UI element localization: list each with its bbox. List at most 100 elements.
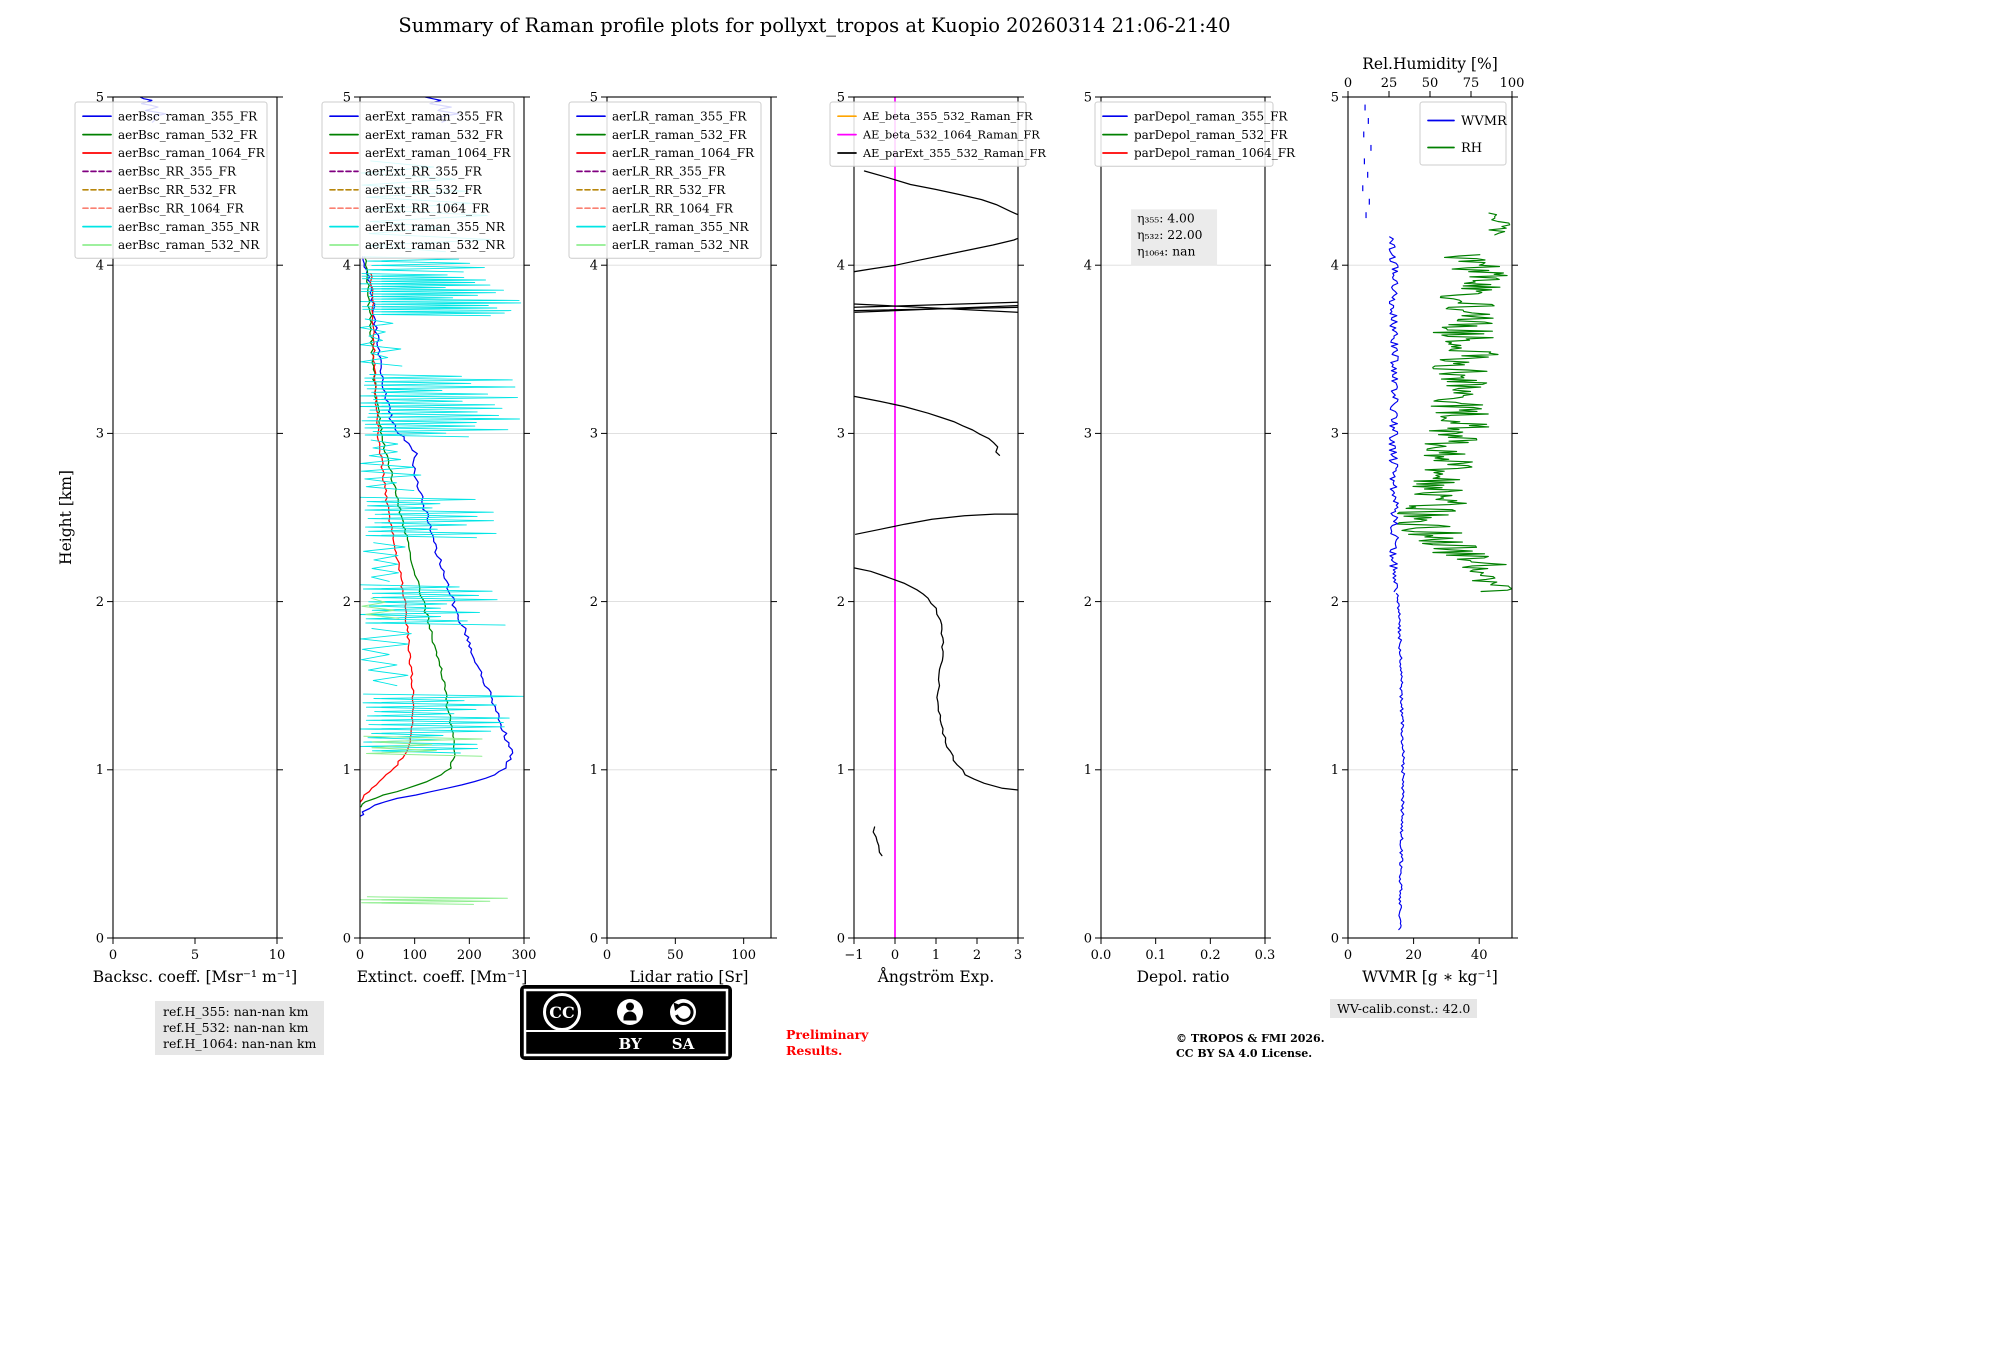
x-tick-label: 5 bbox=[191, 948, 199, 963]
y-tick-label: 3 bbox=[1331, 427, 1339, 442]
series-AE_parExt_355_532_Raman_FR bbox=[863, 170, 1018, 216]
legend-label: aerBsc_RR_1064_FR bbox=[118, 201, 245, 215]
legend-label: aerExt_raman_355_FR bbox=[365, 109, 504, 123]
y-tick-label: 0 bbox=[837, 931, 845, 946]
copyright-line-2: CC BY SA 4.0 License. bbox=[1176, 1046, 1313, 1060]
legend-label: parDepol_raman_532_FR bbox=[1134, 128, 1288, 142]
preliminary-results-note: Preliminary Results. bbox=[786, 1027, 868, 1060]
y-axis-label: Height [km] bbox=[57, 470, 75, 565]
series-aerExt_raman_355_NR bbox=[360, 318, 403, 367]
series-AE_parExt_355_532_Raman_FR bbox=[872, 826, 883, 857]
legend-label: AE_parExt_355_532_Raman_FR bbox=[862, 147, 1046, 160]
x-tick-label: 100 bbox=[402, 948, 427, 963]
x-tick-label: 0 bbox=[891, 948, 899, 963]
x-axis-label: Lidar ratio [Sr] bbox=[630, 968, 749, 986]
top-tick-label: 100 bbox=[1500, 76, 1525, 91]
legend-label: RH bbox=[1461, 141, 1482, 156]
legend-label: parDepol_raman_355_FR bbox=[1134, 109, 1288, 123]
series-AE_parExt_355_532_Raman_FR bbox=[854, 304, 1018, 313]
share-alike-arrow-icon bbox=[670, 999, 696, 1025]
x-tick-label: 0.3 bbox=[1255, 948, 1276, 963]
series-aerExt_raman_532_NR bbox=[360, 896, 508, 905]
x-tick-label: 3 bbox=[1014, 948, 1022, 963]
legend-box bbox=[1094, 101, 1274, 167]
legend-label: aerExt_RR_532_FR bbox=[365, 183, 483, 197]
y-tick-label: 2 bbox=[343, 595, 351, 610]
y-tick-label: 4 bbox=[1331, 259, 1339, 274]
x-tick-label: 20 bbox=[1405, 948, 1422, 963]
series-aerExt_raman_355_NR bbox=[360, 496, 497, 539]
panel-extinction: 0 1 2 3 4 5 0 100 200 300 Extinct. coeff. [Mm⁻¹] ae… bbox=[321, 90, 536, 986]
series-group bbox=[1362, 104, 1512, 931]
y-tick-label: 5 bbox=[1331, 90, 1339, 105]
series-aerExt_raman_355_NR bbox=[363, 256, 485, 273]
panel-angstrom: 0 1 2 3 4 5 −1 0 1 2 3 Ångström Exp. AE_beta_355_532… bbox=[829, 90, 1046, 986]
legend-label: aerExt_raman_355_NR bbox=[365, 220, 506, 234]
x-tick-label: 0 bbox=[603, 948, 611, 963]
legend-label: aerExt_raman_532_FR bbox=[365, 128, 504, 142]
series-group bbox=[854, 97, 1018, 938]
legend-box bbox=[829, 101, 1027, 167]
legend-label: aerExt_raman_532_NR bbox=[365, 238, 506, 252]
series-aerExt_raman_355_NR bbox=[360, 273, 522, 317]
y-tick-label: 0 bbox=[1084, 931, 1092, 946]
legend-box bbox=[1419, 101, 1507, 166]
cc-logo-icon: CC bbox=[543, 993, 581, 1031]
legend-label: aerLR_raman_532_NR bbox=[612, 238, 750, 252]
y-tick-label: 2 bbox=[1331, 595, 1339, 610]
y-tick-label: 2 bbox=[590, 595, 598, 610]
series-aerExt_raman_532_NR bbox=[361, 597, 400, 619]
axes-frame bbox=[606, 96, 772, 939]
legend-label: aerExt_RR_1064_FR bbox=[365, 201, 490, 215]
panel-backscatter: 0 1 2 3 4 5 0 5 10 Backsc. coeff. [Msr⁻¹ m⁻¹] Heig… bbox=[57, 90, 297, 986]
legend-label: aerLR_raman_1064_FR bbox=[612, 146, 755, 160]
top-axis-label: Rel.Humidity [%] bbox=[1362, 55, 1498, 73]
x-tick-label: 40 bbox=[1471, 948, 1488, 963]
reference-heights-note: ref.H_355: nan-nan km ref.H_532: nan-nan… bbox=[155, 1001, 325, 1055]
top-tick-label: 75 bbox=[1463, 76, 1480, 91]
legend-label: aerBsc_RR_532_FR bbox=[118, 183, 237, 197]
y-tick-label: 5 bbox=[837, 90, 845, 105]
y-tick-label: 1 bbox=[590, 763, 598, 778]
ref-h-1064: ref.H_1064: nan-nan km bbox=[163, 1036, 317, 1051]
legend-label: aerLR_RR_1064_FR bbox=[612, 201, 734, 215]
x-tick-label: 0.0 bbox=[1091, 948, 1112, 963]
legend-label: aerExt_RR_355_FR bbox=[365, 165, 483, 179]
ref-h-532: ref.H_532: nan-nan km bbox=[163, 1020, 309, 1035]
y-tick-label: 5 bbox=[590, 90, 598, 105]
series-aerExt_raman_355_NR bbox=[360, 439, 422, 492]
x-tick-label: 2 bbox=[973, 948, 981, 963]
y-tick-label: 5 bbox=[96, 90, 104, 105]
legend-label: aerExt_raman_1064_FR bbox=[365, 146, 511, 160]
x-tick-label: 200 bbox=[457, 948, 482, 963]
series-AE_parExt_355_532_Raman_FR bbox=[854, 395, 1001, 456]
series-aerExt_raman_355_NR bbox=[363, 542, 406, 582]
x-tick-label: 10 bbox=[269, 948, 286, 963]
legend-label: aerBsc_raman_355_NR bbox=[118, 220, 260, 234]
cc-by-sa-badge: CC BY SA bbox=[520, 985, 732, 1060]
x-tick-label: 0 bbox=[109, 948, 117, 963]
series-aerExt_raman_355_NR bbox=[360, 374, 520, 438]
legend-label: aerBsc_raman_1064_FR bbox=[118, 146, 266, 160]
preliminary-line-2: Results. bbox=[786, 1043, 843, 1059]
y-tick-label: 4 bbox=[343, 259, 351, 274]
series-WVMR_upper bbox=[1388, 236, 1399, 593]
x-axis-label: Depol. ratio bbox=[1137, 968, 1230, 986]
calibration-annotation-box bbox=[1131, 209, 1218, 266]
series-AE_parExt_355_532_Raman_FR bbox=[854, 567, 1018, 791]
cc-by-text: BY bbox=[618, 1035, 641, 1053]
wv-calibration-note: WV-calib.const.: 42.0 bbox=[1330, 999, 1478, 1018]
attribution-person-icon bbox=[617, 999, 643, 1025]
y-tick-label: 2 bbox=[96, 595, 104, 610]
y-tick-label: 3 bbox=[1084, 427, 1092, 442]
legend-label: aerLR_raman_532_FR bbox=[612, 128, 747, 142]
legend-label: AE_beta_532_1064_Raman_FR bbox=[862, 129, 1040, 142]
x-tick-label: 0.2 bbox=[1200, 948, 1221, 963]
legend-box bbox=[321, 101, 515, 259]
legend-label: aerBsc_raman_355_FR bbox=[118, 109, 258, 123]
y-tick-label: 5 bbox=[343, 90, 351, 105]
